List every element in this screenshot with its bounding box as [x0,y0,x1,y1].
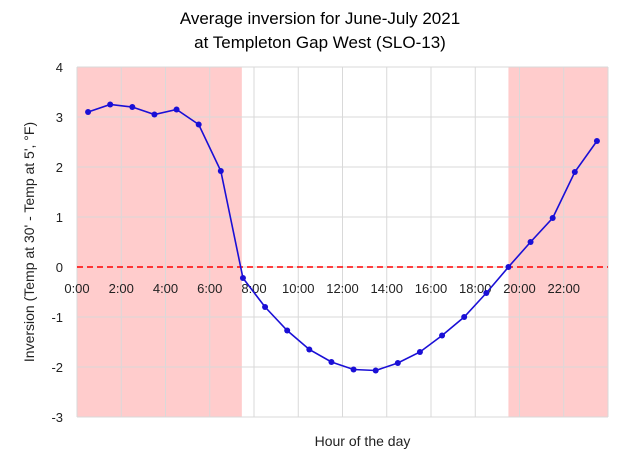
data-point [328,359,335,365]
data-point [173,106,180,113]
x-tick-label: 12:00 [326,281,359,296]
x-tick-label: 4:00 [153,281,178,296]
data-point [461,314,468,320]
x-tick-label: 14:00 [370,281,403,296]
y-tick-label: 0 [56,260,63,275]
data-point [527,239,534,245]
data-point [350,366,357,373]
data-point [217,168,224,174]
data-point [439,332,446,339]
data-point [593,138,600,144]
y-tick-label: -3 [51,410,63,425]
x-tick-label: 2:00 [109,281,134,296]
x-tick-label: 18:00 [459,281,492,296]
x-tick-label: 0:00 [64,281,89,296]
data-point [394,360,401,366]
x-tick-label: 22:00 [547,281,580,296]
x-tick-label: 6:00 [197,281,222,296]
x-axis-label: Hour of the day [315,433,411,449]
chart-title-line1: Average inversion for June-July 2021 [179,9,461,28]
data-point [483,290,490,296]
data-point [85,109,92,115]
y-tick-label: 1 [56,210,63,225]
series-line [87,103,598,372]
y-axis-label: Inversion (Temp at 30' - Temp at 5', °F) [21,122,37,362]
data-point [239,275,246,281]
data-point [262,304,269,310]
data-point [571,169,578,175]
y-tick-label: 4 [56,60,63,75]
y-tick-label: -2 [51,360,63,375]
data-point [416,349,423,355]
data-point [549,215,556,221]
y-tick-label: 3 [56,110,63,125]
data-point [306,346,313,353]
shaded-region [508,67,608,417]
data-point [284,327,291,334]
data-point [195,121,202,128]
x-tick-label: 16:00 [415,281,448,296]
chart-title-line2: at Templeton Gap West (SLO-13) [194,33,446,52]
shaded-region [77,67,242,417]
data-point [151,111,158,118]
data-point [129,104,136,110]
data-point [372,367,379,374]
data-point [107,101,114,108]
y-tick-label: -1 [51,310,63,325]
x-tick-label: 10:00 [282,281,315,296]
data-point [505,264,512,270]
y-tick-label: 2 [56,160,63,175]
x-tick-label: 20:00 [503,281,536,296]
